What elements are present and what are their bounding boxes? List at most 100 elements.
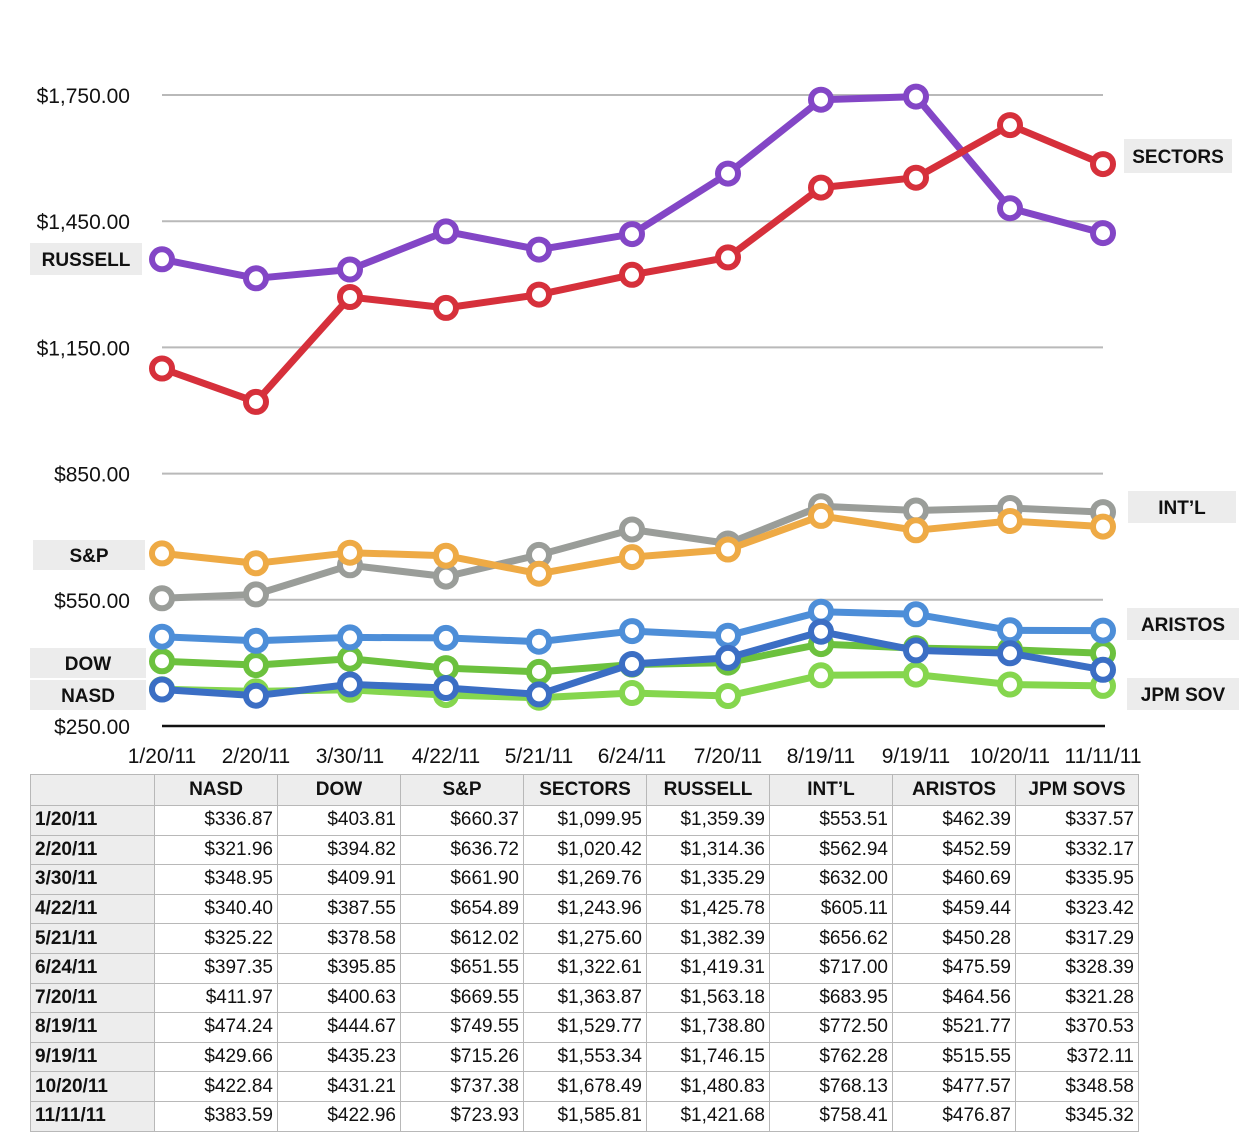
row-date-cell: 4/22/11 [30,893,155,925]
data-point [808,662,834,689]
row-date-cell: 8/19/11 [30,1012,155,1043]
y-axis: $250.00 $550.00 $850.00 $1,150.00 $1,450.00 $… [37,85,130,739]
table-cell: $1,425.78 [646,893,770,925]
series-nasd [149,618,1116,709]
data-point [526,681,552,708]
table-cell: $459.44 [892,893,1016,925]
table-cell: $460.69 [892,864,1016,895]
series-labels: NASD DOW S&P SECTORS RUSSELL INT’L ARISTOS JPM … [30,139,1239,710]
data-point [433,542,459,569]
x-tick-label: 1/20/11 [128,745,197,768]
data-point [903,601,929,628]
x-tick-label: 11/11/11 [1064,745,1141,768]
table-cell: $335.95 [1015,864,1139,895]
table-cell: $1,359.39 [646,805,770,836]
data-point [715,622,741,649]
series-label-dow: DOW [30,648,146,678]
table-cell: $660.37 [400,805,524,836]
data-point [1090,513,1116,540]
x-tick-label: 8/19/11 [787,745,856,768]
y-tick-label: $250.00 [54,716,130,739]
series-label-nasd: NASD [30,680,146,710]
data-point [1090,220,1116,247]
table-cell: $636.72 [400,834,524,866]
data-point [243,652,269,679]
table-cell: $431.21 [277,1071,401,1102]
data-point [619,618,645,645]
label-box [1128,491,1236,523]
data-point [243,265,269,292]
table-cell: $1,421.68 [646,1100,770,1132]
label-text: ARISTOS [1141,615,1225,636]
table-cell: $1,585.81 [523,1100,647,1132]
row-date-cell: 7/20/11 [30,982,155,1014]
x-axis: 1/20/11 2/20/11 3/30/11 4/22/11 5/21/11 6/24/… [128,745,1142,768]
series-aristos [149,598,1116,655]
table-cell: $1,243.96 [523,893,647,925]
y-tick-label: $1,450.00 [37,211,130,234]
data-point [619,544,645,571]
column-header [30,774,155,806]
table-cell: $476.87 [892,1100,1016,1132]
table-row: 1/20/11 $336.87 $403.81 $660.37 $1,099.95 $1,… [30,805,1139,836]
table-row: 4/22/11 $340.40 $387.55 $654.89 $1,243.96 $1,… [30,893,1139,925]
table-cell: $1,335.29 [646,864,770,895]
x-tick-label: 7/20/11 [694,745,763,768]
data-point [149,540,175,567]
label-box [30,680,146,710]
data-point [526,236,552,263]
data-point [337,645,363,672]
series-label-s-p: S&P [33,540,145,570]
data-point [903,83,929,110]
table-cell: $772.50 [769,1012,893,1043]
table-cell: $444.67 [277,1012,401,1043]
data-point [337,539,363,566]
x-tick-label: 6/24/11 [598,745,667,768]
table-cell: $612.02 [400,923,524,954]
data-point [715,644,741,671]
data-point [997,508,1023,534]
table-cell: $321.96 [154,834,278,866]
data-point [526,658,552,685]
table-cell: $403.81 [277,805,401,836]
column-header: SECTORS [523,774,647,806]
table-cell: $562.94 [769,834,893,866]
table-cell: $394.82 [277,834,401,866]
table-row: 2/20/11 $321.96 $394.82 $636.72 $1,020.42 $1,… [30,834,1139,866]
row-date-cell: 5/21/11 [30,923,155,954]
label-text: NASD [61,686,115,707]
table-cell: $477.57 [892,1071,1016,1102]
data-point [1090,656,1116,683]
table-cell: $632.00 [769,864,893,895]
y-tick-label: $1,150.00 [37,337,130,360]
table-row: 9/19/11 $429.66 $435.23 $715.26 $1,553.34 $1,… [30,1041,1139,1073]
data-point [149,623,175,650]
data-point [1090,617,1116,644]
data-point [619,261,645,288]
x-tick-label: 4/22/11 [412,745,481,768]
data-point [243,682,269,709]
column-header: RUSSELL [646,774,770,806]
label-box [1127,678,1239,710]
label-box [33,540,145,570]
table-cell: $1,099.95 [523,805,647,836]
table-cell: $411.97 [154,982,278,1014]
data-point [808,618,834,645]
table-cell: $337.57 [1015,805,1139,836]
series-label-jpm-sov: JPM SOV [1127,678,1239,710]
data-point [433,294,459,321]
data-point [243,581,269,608]
data-point [149,246,175,273]
table-cell: $429.66 [154,1041,278,1073]
table-cell: $321.28 [1015,982,1139,1014]
data-point [337,256,363,283]
table-cell: $462.39 [892,805,1016,836]
table-cell: $1,553.34 [523,1041,647,1073]
data-point [433,624,459,651]
column-header: DOW [277,774,401,806]
table-cell: $605.11 [769,893,893,925]
data-point [997,617,1023,644]
data-point [337,671,363,698]
data-point [997,640,1023,667]
label-text: JPM SOV [1141,685,1226,706]
